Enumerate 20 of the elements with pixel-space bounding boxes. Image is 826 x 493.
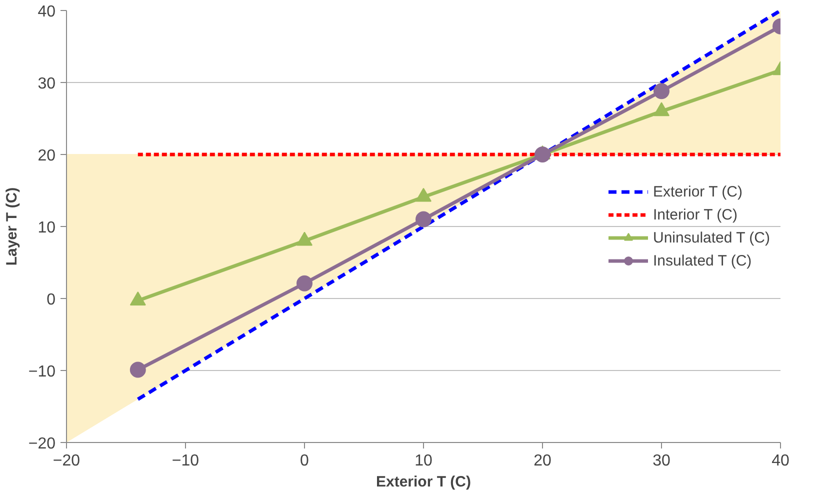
x-axis-title: Exterior T (C) xyxy=(376,474,472,490)
y-tick-label: 40 xyxy=(38,4,56,20)
x-tick-label: 10 xyxy=(414,452,432,470)
x-tick-label: −10 xyxy=(172,452,200,470)
x-tick-label: 20 xyxy=(534,452,552,470)
y-tick-label: 0 xyxy=(46,292,56,308)
legend-label: Exterior T (C) xyxy=(653,183,742,200)
x-tick-label: 0 xyxy=(300,452,310,470)
x-tick-label: −20 xyxy=(52,452,80,470)
y-tick-label: 10 xyxy=(38,220,56,236)
legend-label: Uninsulated T (C) xyxy=(653,229,770,246)
legend-label: Insulated T (C) xyxy=(653,252,752,269)
legend-label: Interior T (C) xyxy=(653,206,738,223)
y-tick-label: 20 xyxy=(38,148,56,164)
x-tick-label: 30 xyxy=(652,452,670,470)
y-tick-label: −10 xyxy=(28,364,56,380)
y-tick-label: 30 xyxy=(38,76,56,92)
y-tick-label: −20 xyxy=(28,436,56,452)
x-tick-label: 40 xyxy=(772,452,790,470)
y-axis-title: Layer T (C) xyxy=(3,187,20,266)
